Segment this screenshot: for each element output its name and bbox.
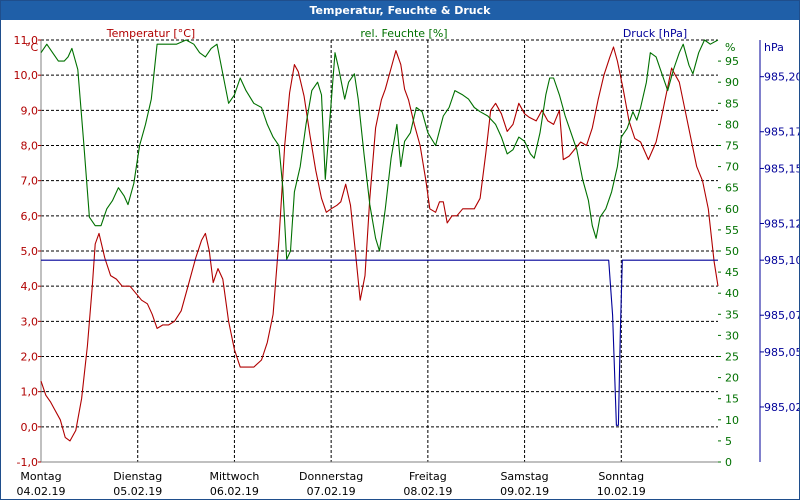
x-tick-date-label: 04.02.19 bbox=[17, 485, 66, 498]
humidity-tick-label: 20 bbox=[725, 372, 739, 385]
humidity-tick-label: 5 bbox=[725, 435, 732, 448]
humidity-tick-label: 65 bbox=[725, 182, 739, 195]
window-title: Temperatur, Feuchte & Druck bbox=[1, 1, 799, 20]
humidity-tick-label: 50 bbox=[725, 245, 739, 258]
x-tick-day-label: Montag bbox=[20, 470, 61, 483]
pressure-tick-label: 985,10 bbox=[764, 254, 799, 267]
pressure-unit-label: hPa bbox=[764, 41, 784, 54]
pressure-tick-label: 985,15 bbox=[764, 162, 799, 175]
labels-layer: Temperatur [°C] rel. Feuchte [%] Druck [… bbox=[25, 27, 784, 54]
humidity-tick-label: 70 bbox=[725, 161, 739, 174]
x-tick-date-label: 06.02.19 bbox=[210, 485, 259, 498]
humidity-tick-label: 30 bbox=[725, 329, 739, 342]
x-tick-date-label: 10.02.19 bbox=[597, 485, 646, 498]
pressure-tick-label: 985,12 bbox=[764, 217, 799, 230]
humidity-tick-label: 85 bbox=[725, 97, 739, 110]
pressure-line bbox=[41, 259, 718, 426]
humidity-tick-label: 90 bbox=[725, 76, 739, 89]
temperature-tick-label: 6,0 bbox=[21, 210, 39, 223]
x-tick-day-label: Freitag bbox=[409, 470, 447, 483]
pressure-axis-label: Druck [hPa] bbox=[623, 27, 687, 40]
humidity-tick-label: 75 bbox=[725, 140, 739, 153]
temperature-unit-label: °C bbox=[25, 41, 39, 54]
x-tick-date-label: 08.02.19 bbox=[403, 485, 452, 498]
humidity-tick-label: 35 bbox=[725, 308, 739, 321]
temperature-tick-label: 3,0 bbox=[21, 315, 39, 328]
pressure-tick-label: 985,17 bbox=[764, 126, 799, 139]
humidity-line bbox=[40, 39, 719, 260]
x-tick-day-label: Samstag bbox=[500, 470, 548, 483]
humidity-axis-label: rel. Feuchte [%] bbox=[360, 27, 447, 40]
temperature-axis-label: Temperatur [°C] bbox=[106, 27, 195, 40]
temperature-tick-label: 5,0 bbox=[21, 245, 39, 258]
temperature-tick-label: 0,0 bbox=[21, 421, 39, 434]
temperature-tick-label: 8,0 bbox=[21, 140, 39, 153]
pressure-tick-label: 985,07 bbox=[764, 309, 799, 322]
humidity-tick-label: 45 bbox=[725, 266, 739, 279]
temperature-tick-label: 7,0 bbox=[21, 175, 39, 188]
humidity-tick-label: 15 bbox=[725, 393, 739, 406]
x-tick-date-label: 09.02.19 bbox=[500, 485, 549, 498]
humidity-tick-label: 60 bbox=[725, 203, 739, 216]
temperature-tick-label: 11,0 bbox=[14, 34, 39, 47]
x-tick-day-label: Mittwoch bbox=[209, 470, 259, 483]
temperature-tick-label: 2,0 bbox=[21, 351, 39, 364]
temperature-tick-label: 9,0 bbox=[21, 104, 39, 117]
pressure-tick-label: 985,05 bbox=[764, 346, 799, 359]
pressure-tick-label: 985,02 bbox=[764, 401, 799, 414]
x-tick-day-label: Donnerstag bbox=[299, 470, 363, 483]
temperature-line bbox=[40, 46, 719, 442]
humidity-tick-label: 40 bbox=[725, 287, 739, 300]
humidity-tick-label: 0 bbox=[725, 456, 732, 469]
humidity-tick-label: 25 bbox=[725, 351, 739, 364]
humidity-tick-label: 10 bbox=[725, 414, 739, 427]
x-tick-date-label: 07.02.19 bbox=[307, 485, 356, 498]
series-layer bbox=[40, 39, 719, 442]
x-tick-day-label: Sonntag bbox=[598, 470, 644, 483]
temperature-tick-label: 1,0 bbox=[21, 386, 39, 399]
pressure-tick-label: 985,20 bbox=[764, 71, 799, 84]
temperature-tick-label: 10,0 bbox=[14, 69, 39, 82]
x-tick-day-label: Dienstag bbox=[113, 470, 162, 483]
humidity-unit-label: % bbox=[725, 41, 735, 54]
temperature-tick-label: 4,0 bbox=[21, 280, 39, 293]
humidity-tick-label: 55 bbox=[725, 224, 739, 237]
axes: 11,0 10,0 9,0 8,0 7,0 6,0 5,0 4,0 3,0 2,0 1,0 0,0 -1… bbox=[14, 34, 800, 498]
humidity-tick-label: 80 bbox=[725, 118, 739, 131]
temperature-tick-label: -1,0 bbox=[17, 456, 38, 469]
x-tick-date-label: 05.02.19 bbox=[113, 485, 162, 498]
humidity-tick-label: 95 bbox=[725, 55, 739, 68]
grid bbox=[41, 39, 718, 463]
